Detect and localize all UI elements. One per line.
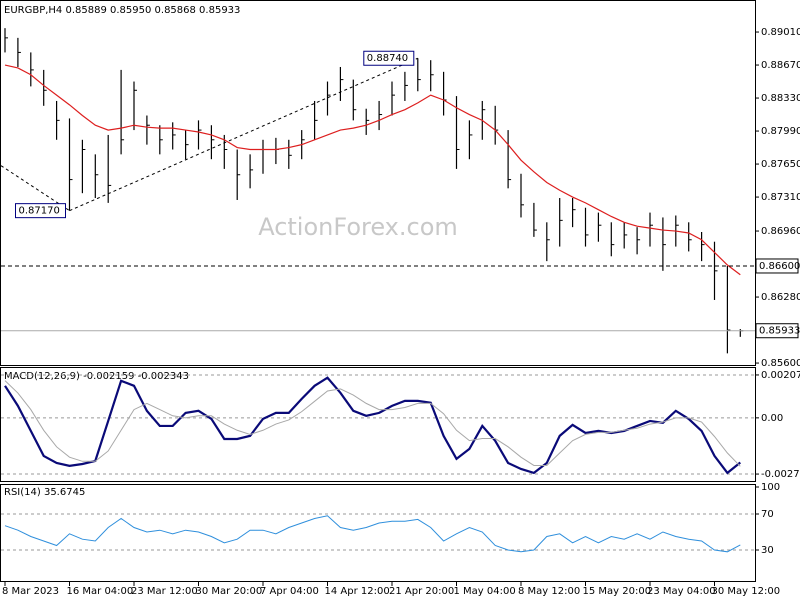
y-tick-label: 0.002074 — [761, 370, 800, 381]
x-tick-label: 16 Mar 04:00 — [67, 586, 134, 597]
x-tick-label: 23 May 04:00 — [647, 586, 716, 597]
moving-average — [4, 64, 741, 276]
price-panel — [0, 0, 756, 366]
y-tick-label: 0.87650 — [761, 159, 800, 170]
y-tick-label: -0.002716 — [761, 469, 800, 480]
y-tick-label: 100 — [761, 482, 780, 493]
level-box — [755, 258, 799, 274]
annotation-label: 0.87170 — [19, 206, 60, 217]
x-tick-label: 8 Mar 2023 — [2, 586, 59, 597]
macd-panel — [0, 367, 756, 482]
x-tick-label: 30 May 12:00 — [712, 586, 781, 597]
annotation-box — [15, 203, 66, 219]
x-tick-label: 14 Apr 12:00 — [325, 586, 390, 597]
y-tick-label: 0.00 — [761, 413, 783, 424]
y-tick-label: 0.87310 — [761, 192, 800, 203]
price-header: EURGBP,H4 0.85889 0.85950 0.85868 0.8593… — [4, 5, 240, 16]
annotation-box — [363, 50, 415, 66]
level-label: 0.86600 — [759, 261, 800, 272]
level-label: 0.85933 — [759, 326, 800, 337]
level-box — [755, 323, 799, 339]
y-tick-label: 0.85600 — [761, 358, 800, 369]
x-tick-label: 7 Apr 04:00 — [260, 586, 319, 597]
y-tick-label: 0.88670 — [761, 60, 800, 71]
rsi-panel — [0, 484, 756, 582]
trend-line — [69, 57, 419, 212]
x-tick-label: 8 May 12:00 — [518, 586, 580, 597]
annotation-label: 0.88740 — [367, 53, 408, 64]
y-tick-label: 30 — [761, 545, 774, 556]
y-tick-label: 0.88330 — [761, 93, 800, 104]
series-line — [4, 380, 741, 467]
series-line — [4, 376, 741, 475]
watermark: ActionForex.com — [258, 213, 458, 241]
y-tick-label: 0.86280 — [761, 292, 800, 303]
rsi-header: RSI(14) 35.6745 — [4, 487, 85, 498]
y-tick-label: 0.87990 — [761, 126, 800, 137]
x-tick-label: 30 Mar 20:00 — [196, 586, 263, 597]
x-tick-label: 15 May 20:00 — [583, 586, 652, 597]
x-tick-label: 23 Mar 12:00 — [131, 586, 198, 597]
y-tick-label: 0.89010 — [761, 27, 800, 38]
macd-header: MACD(12,26,9) -0.002159 -0.002343 — [4, 371, 189, 382]
y-tick-label: 0.86960 — [761, 226, 800, 237]
y-tick-label: 70 — [761, 509, 774, 520]
x-tick-label: 1 May 04:00 — [454, 586, 516, 597]
series-line — [4, 515, 741, 553]
x-tick-label: 21 Apr 20:00 — [389, 586, 454, 597]
